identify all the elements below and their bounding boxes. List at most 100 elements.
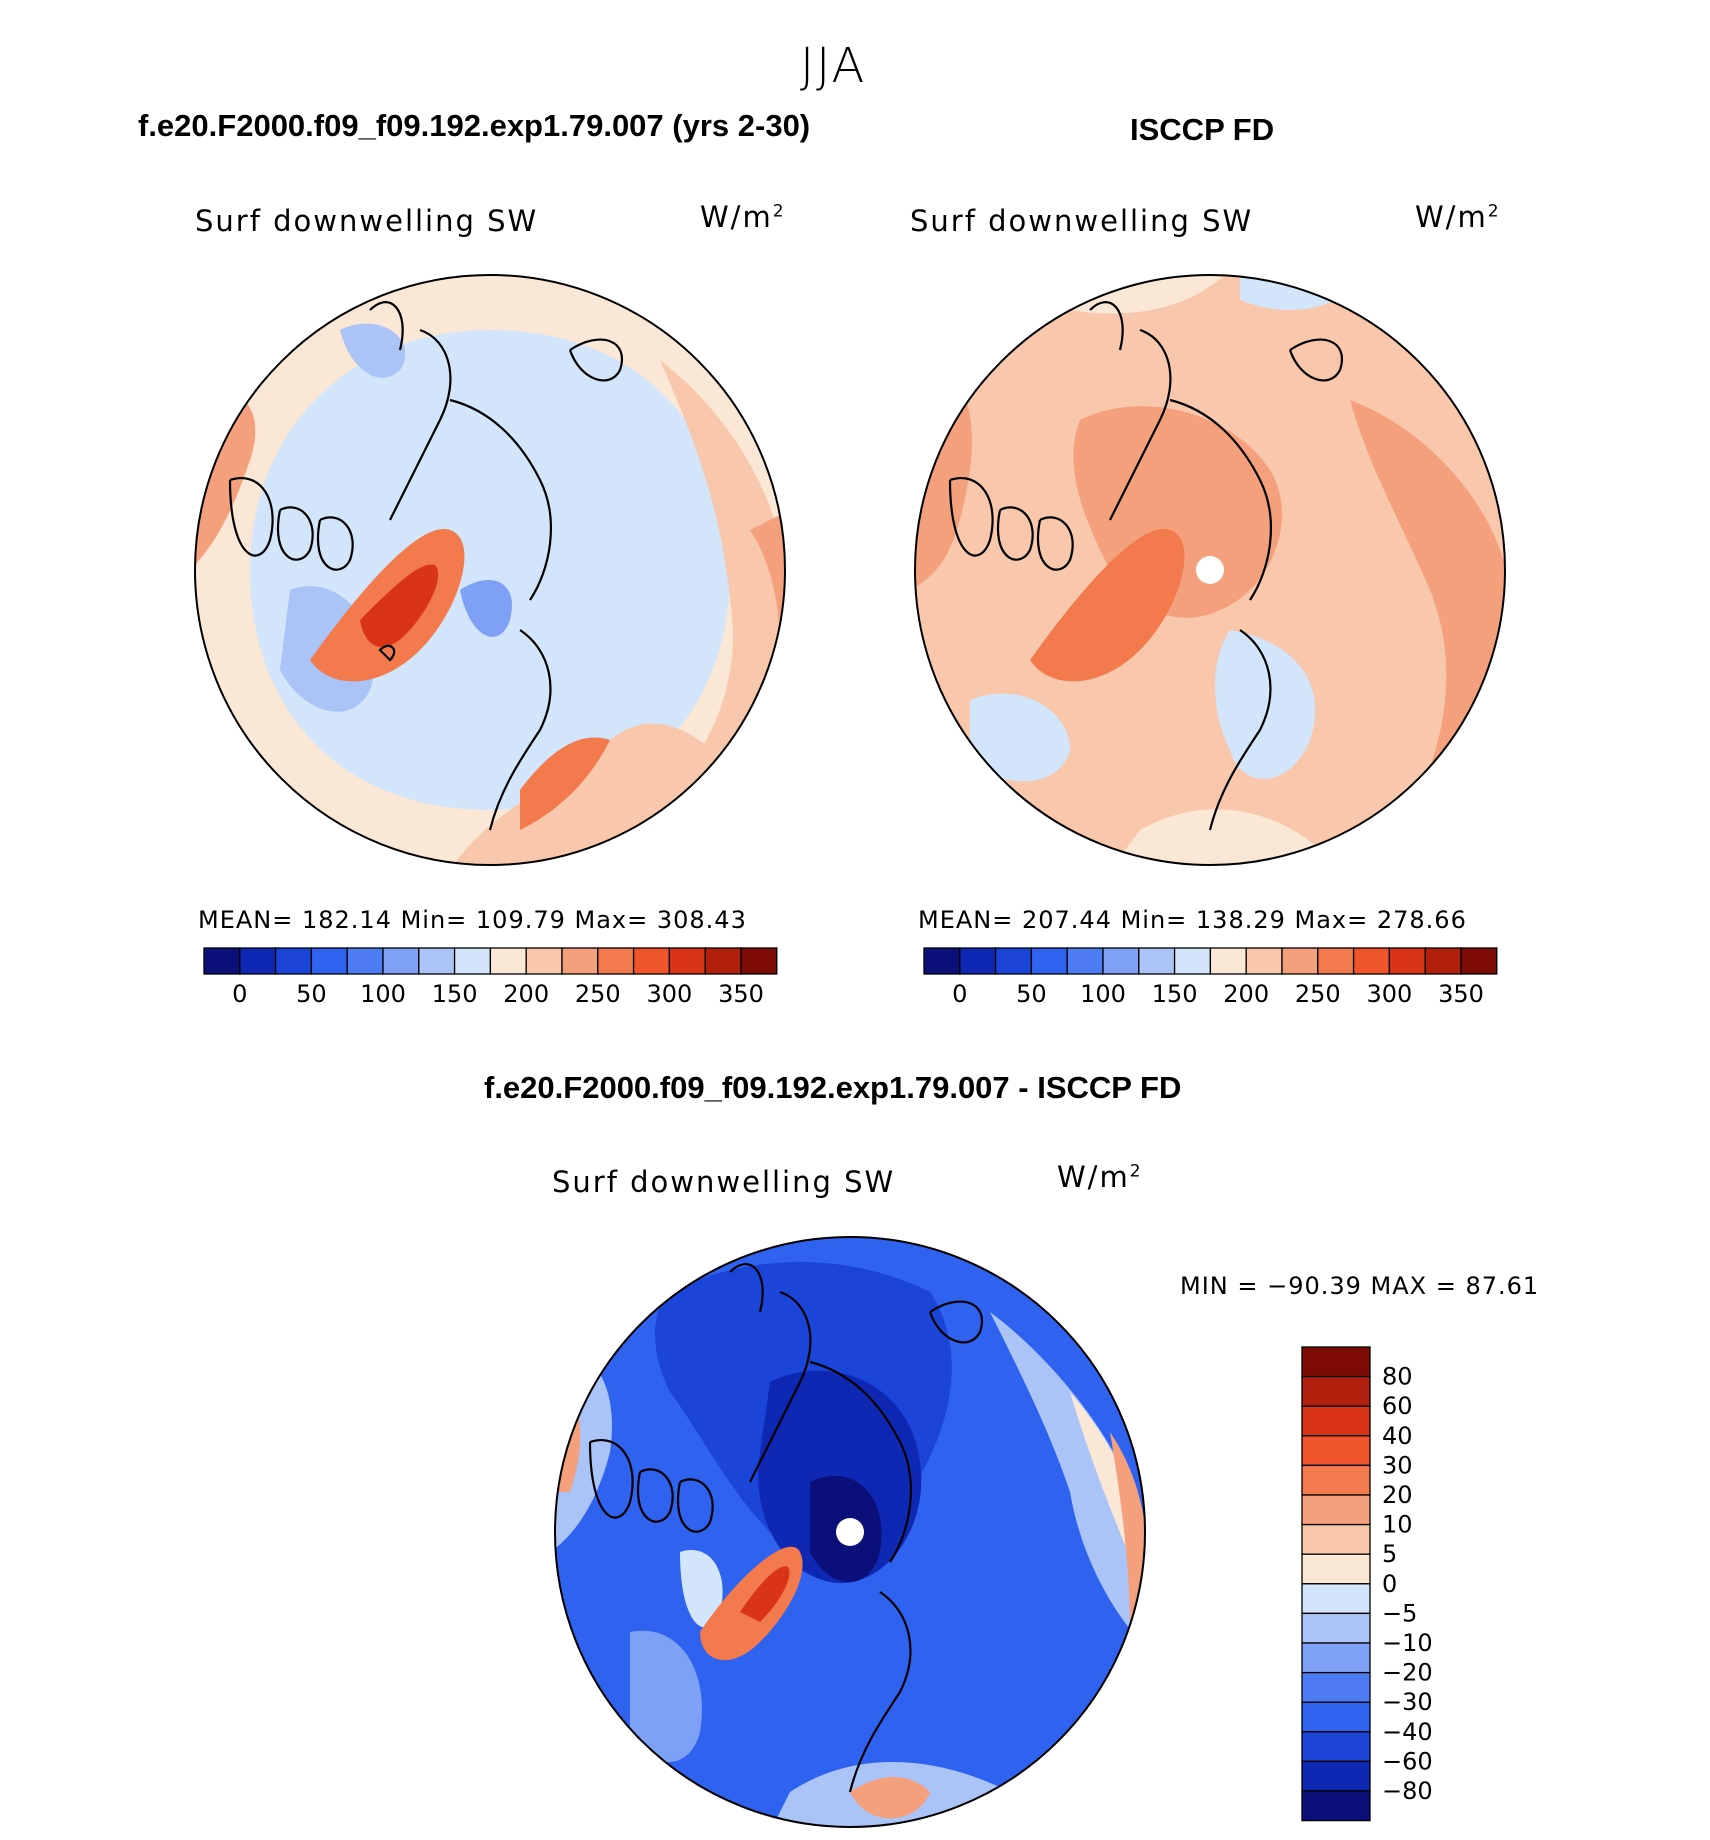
panel-title-model: f.e20.F2000.f09_f09.192.exp1.79.007 (yrs… (138, 108, 811, 143)
colorbar-swatch (1245, 947, 1283, 975)
map-band-lowsw-2 (340, 323, 406, 378)
colorbar-tick-label: −10 (1382, 1629, 1433, 1657)
units-label-obs: W/m2 (1415, 200, 1501, 234)
colorbar-tick-label: 50 (1016, 980, 1047, 1006)
colorbar-swatch (959, 947, 997, 975)
map-band-scandinavia (520, 737, 610, 830)
colorbar-tick-label: −30 (1382, 1688, 1433, 1716)
colorbar-tick-label: −20 (1382, 1659, 1433, 1687)
colorbar-swatch (632, 947, 671, 975)
colorbar-tick-label: 30 (1382, 1451, 1413, 1479)
colorbar-swatch (668, 947, 706, 975)
colorbar-tick-label: 80 (1382, 1363, 1413, 1391)
colorbar-swatch (1281, 947, 1319, 975)
map-band-south-warm (850, 1777, 930, 1819)
polar-gap-marker (1196, 556, 1224, 584)
colorbar-swatch (489, 947, 527, 975)
colorbar-swatch (1301, 1405, 1371, 1437)
colorbar-swatch (274, 947, 313, 975)
colorbar-obs: 0 50 100 150 200 250 300 350 (923, 947, 1498, 1006)
colorbar-swatch (203, 947, 241, 975)
colorbar-swatch (1138, 947, 1176, 975)
colorbar-swatch (1066, 947, 1104, 975)
colorbar-tick-label: 0 (232, 980, 247, 1006)
variable-label-obs: Surf downwelling SW (910, 204, 1254, 238)
colorbar-tick-label: 250 (575, 980, 621, 1006)
colorbar-swatch (418, 947, 456, 975)
map-band-south (1110, 809, 1340, 865)
map-band-atlantic (630, 1630, 702, 1762)
colorbar-tick-label: 100 (1080, 980, 1126, 1006)
colorbar-tick-label: −5 (1382, 1599, 1417, 1627)
panel-title-obs: ISCCP FD (1130, 112, 1275, 147)
colorbar-swatch (1301, 1375, 1371, 1407)
map-greenland-core (360, 564, 439, 647)
colorbar-tick-label: 200 (1223, 980, 1269, 1006)
colorbar-swatch (1424, 947, 1462, 975)
map-band-atlantic (970, 693, 1070, 782)
polar-gap-marker (836, 1518, 864, 1546)
colorbar-swatch (994, 947, 1033, 975)
colorbar-tick-label: 0 (952, 980, 967, 1006)
map-border (914, 274, 1506, 866)
colorbar-swatch (740, 947, 778, 975)
colorbar-ticklabels-model: 0 50 100 150 200 250 300 350 (232, 980, 764, 1006)
colorbar-tick-label: 50 (296, 980, 327, 1006)
colorbar-swatch (1352, 947, 1391, 975)
map-border (554, 1236, 1146, 1828)
colorbar-tick-label: 350 (718, 980, 764, 1006)
units-label-diff: W/m2 (1057, 1160, 1143, 1194)
colorbar-swatch (1301, 1435, 1371, 1467)
colorbar-ticklabels-obs: 0 50 100 150 200 250 300 350 (952, 980, 1484, 1006)
colorbar-swatch (1301, 1583, 1371, 1615)
colorbar-swatch (1460, 947, 1498, 975)
colorbar-swatch (1301, 1612, 1371, 1644)
colorbar-model: 0 50 100 150 200 250 300 350 (203, 947, 778, 1006)
colorbar-tick-label: 250 (1295, 980, 1341, 1006)
map-greenland (1030, 529, 1185, 682)
map-band-davis (680, 1550, 723, 1628)
colorbar-swatch (1301, 1553, 1371, 1585)
colorbar-tick-label: 200 (503, 980, 549, 1006)
map-border (194, 274, 786, 866)
map-greenland-core (740, 1566, 790, 1622)
colorbar-swatch (1301, 1642, 1371, 1674)
variable-label-model: Surf downwelling SW (195, 204, 539, 238)
colorbar-tick-label: 0 (1382, 1570, 1397, 1598)
colorbar-tick-label: 150 (1152, 980, 1198, 1006)
colorbar-swatch (1301, 1346, 1371, 1378)
colorbar-tick-label: −60 (1382, 1747, 1433, 1775)
figure-title: JJA (800, 38, 867, 94)
colorbar-swatch (1102, 947, 1140, 975)
colorbar-tick-label: 5 (1382, 1540, 1397, 1568)
colorbar-swatch (1301, 1523, 1371, 1555)
colorbar-swatch (1301, 1760, 1371, 1792)
colorbar-tick-label: 150 (432, 980, 478, 1006)
polar-map-difference (554, 1236, 1146, 1828)
colorbar-tick-label: 60 (1382, 1392, 1413, 1420)
colorbar-tick-label: 350 (1438, 980, 1484, 1006)
colorbar-swatch (1301, 1671, 1371, 1703)
colorbar-swatch (239, 947, 277, 975)
colorbar-tick-label: 20 (1382, 1481, 1413, 1509)
colorbar-swatch (1388, 947, 1426, 975)
colorbar-swatch (561, 947, 599, 975)
colorbar-swatches-model (203, 947, 778, 975)
colorbar-swatch (382, 947, 420, 975)
colorbar-swatch (1317, 947, 1355, 975)
colorbar-swatch (1301, 1790, 1371, 1822)
colorbar-swatch (1301, 1731, 1371, 1763)
colorbar-swatch (525, 947, 563, 975)
colorbar-swatch (1301, 1494, 1371, 1526)
colorbar-swatch (453, 947, 492, 975)
map-band-europe (1215, 630, 1316, 779)
colorbar-swatch (346, 947, 384, 975)
colorbar-tick-label: 10 (1382, 1511, 1413, 1539)
colorbar-tick-label: −40 (1382, 1718, 1433, 1746)
stats-obs: MEAN= 207.44 Min= 138.29 Max= 278.66 (918, 906, 1467, 934)
stats-difference: MIN = −90.39 MAX = 87.61 (1180, 1272, 1540, 1300)
colorbar-swatches-obs (923, 947, 1498, 975)
colorbar-swatch (704, 947, 742, 975)
